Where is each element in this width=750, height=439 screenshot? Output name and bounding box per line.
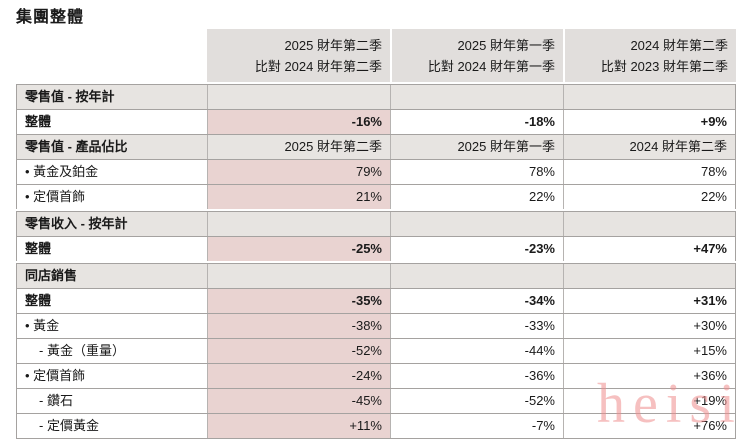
cell-value: -7% <box>390 414 563 438</box>
table-row: • 黃金及鉑金 79% 78% 78% <box>16 159 736 184</box>
row-label: • 黃金及鉑金 <box>16 160 207 184</box>
cell-value: 2025 財年第二季 <box>207 135 390 159</box>
cell-value: +30% <box>563 314 736 338</box>
cell-value: +11% <box>207 414 390 438</box>
row-label: • 黃金 <box>16 314 207 338</box>
row-label: 整體 <box>16 110 207 134</box>
cell-value: +31% <box>563 289 736 313</box>
table-row: - 定價黃金 +11% -7% +76% <box>16 413 736 438</box>
table-row: • 定價首飾 21% 22% 22% <box>16 184 736 209</box>
section-row: 零售值 - 產品佔比 2025 財年第二季 2025 財年第一季 2024 財年第二季 <box>16 134 736 159</box>
cell-value: 79% <box>207 160 390 184</box>
summary-table: 2025 財年第二季 比對 2024 財年第二季 2025 財年第一季 比對 2… <box>16 29 736 439</box>
row-label: - 黃金（重量） <box>16 339 207 363</box>
table-row: 整體 -16% -18% +9% <box>16 109 736 134</box>
cell-value: -34% <box>390 289 563 313</box>
cell-value: -36% <box>390 364 563 388</box>
cell-value: -25% <box>207 237 390 261</box>
cell-value <box>563 264 736 288</box>
cell-value: 22% <box>390 185 563 209</box>
table-header: 2025 財年第二季 比對 2024 財年第二季 2025 財年第一季 比對 2… <box>207 29 736 82</box>
column-header-line1: 2025 財年第一季 <box>457 37 555 53</box>
row-label: 整體 <box>16 289 207 313</box>
cell-value: +15% <box>563 339 736 363</box>
cell-value: +76% <box>563 414 736 438</box>
cell-value <box>207 212 390 236</box>
table-row: 整體 -35% -34% +31% <box>16 288 736 313</box>
cell-value: +47% <box>563 237 736 261</box>
row-label: 整體 <box>16 237 207 261</box>
cell-value: 78% <box>390 160 563 184</box>
section-row: 零售值 - 按年計 <box>16 84 736 109</box>
cell-value <box>390 264 563 288</box>
column-header-line2: 比對 2024 財年第一季 <box>427 58 555 74</box>
row-label: • 定價首飾 <box>16 364 207 388</box>
cell-value <box>207 85 390 109</box>
column-header-line1: 2024 財年第二季 <box>630 37 728 53</box>
cell-value <box>390 85 563 109</box>
row-label: 零售值 - 按年計 <box>16 85 207 109</box>
row-label: - 鑽石 <box>16 389 207 413</box>
column-header-line2: 比對 2024 財年第二季 <box>254 58 382 74</box>
cell-value: -16% <box>207 110 390 134</box>
cell-value: -52% <box>390 389 563 413</box>
cell-value: -45% <box>207 389 390 413</box>
cell-value: -33% <box>390 314 563 338</box>
column-header-q2fy2025: 2025 財年第二季 比對 2024 財年第二季 <box>207 29 390 82</box>
table-body: 零售值 - 按年計 整體 -16% -18% +9% 零售值 - 產品佔比 2025 財年第… <box>16 84 736 439</box>
section-row: 零售收入 - 按年計 <box>16 211 736 236</box>
row-label: 同店銷售 <box>16 264 207 288</box>
cell-value: -24% <box>207 364 390 388</box>
cell-value: +19% <box>563 389 736 413</box>
column-header-q2fy2024: 2024 財年第二季 比對 2023 財年第二季 <box>563 29 736 82</box>
cell-value: -38% <box>207 314 390 338</box>
cell-value: 2024 財年第二季 <box>563 135 736 159</box>
page-title: 集團整體 <box>16 9 85 26</box>
cell-value: -35% <box>207 289 390 313</box>
cell-value <box>563 85 736 109</box>
cell-value: 78% <box>563 160 736 184</box>
cell-value: -52% <box>207 339 390 363</box>
cell-value: 2025 財年第一季 <box>390 135 563 159</box>
column-header-line2: 比對 2023 財年第二季 <box>600 58 728 74</box>
table-row: • 定價首飾 -24% -36% +36% <box>16 363 736 388</box>
column-header-line1: 2025 財年第二季 <box>284 37 382 53</box>
cell-value: +9% <box>563 110 736 134</box>
section-row: 同店銷售 <box>16 263 736 288</box>
row-label: 零售值 - 產品佔比 <box>16 135 207 159</box>
table-row: - 鑽石 -45% -52% +19% <box>16 388 736 413</box>
cell-value <box>207 264 390 288</box>
cell-value: -23% <box>390 237 563 261</box>
table-row: • 黃金 -38% -33% +30% <box>16 313 736 338</box>
cell-value: 22% <box>563 185 736 209</box>
column-header-q1fy2025: 2025 財年第一季 比對 2024 財年第一季 <box>390 29 563 82</box>
row-label: - 定價黃金 <box>16 414 207 438</box>
table-row: - 黃金（重量） -52% -44% +15% <box>16 338 736 363</box>
cell-value: -44% <box>390 339 563 363</box>
table-row: 整體 -25% -23% +47% <box>16 236 736 261</box>
cell-value <box>563 212 736 236</box>
row-label: • 定價首飾 <box>16 185 207 209</box>
cell-value: +36% <box>563 364 736 388</box>
cell-value: 21% <box>207 185 390 209</box>
cell-value: -18% <box>390 110 563 134</box>
row-label: 零售收入 - 按年計 <box>16 212 207 236</box>
cell-value <box>390 212 563 236</box>
